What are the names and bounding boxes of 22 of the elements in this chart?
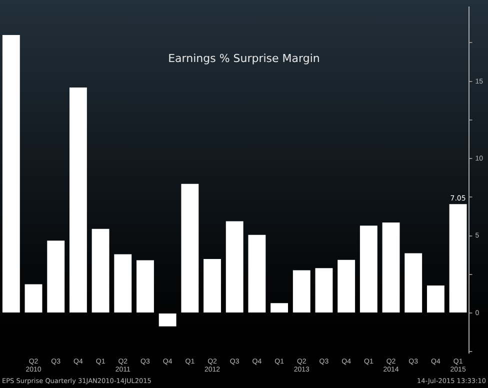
bar <box>47 240 65 313</box>
bar <box>360 226 378 313</box>
bar <box>449 204 467 313</box>
bar <box>382 222 400 313</box>
bar <box>24 284 42 313</box>
bar <box>181 184 199 313</box>
bar <box>92 228 110 313</box>
bar <box>404 253 422 313</box>
bar <box>426 286 444 313</box>
bar <box>204 258 221 313</box>
bar <box>226 221 244 313</box>
bar <box>248 234 266 313</box>
bar <box>114 254 132 313</box>
bar <box>2 35 20 313</box>
bar <box>292 270 310 313</box>
bar <box>338 260 356 313</box>
bar <box>69 88 87 313</box>
bar <box>136 260 154 313</box>
bar <box>158 314 176 326</box>
bar <box>270 303 288 313</box>
text: Earnings % Surprise Margin <box>167 52 321 65</box>
bar <box>315 268 333 313</box>
